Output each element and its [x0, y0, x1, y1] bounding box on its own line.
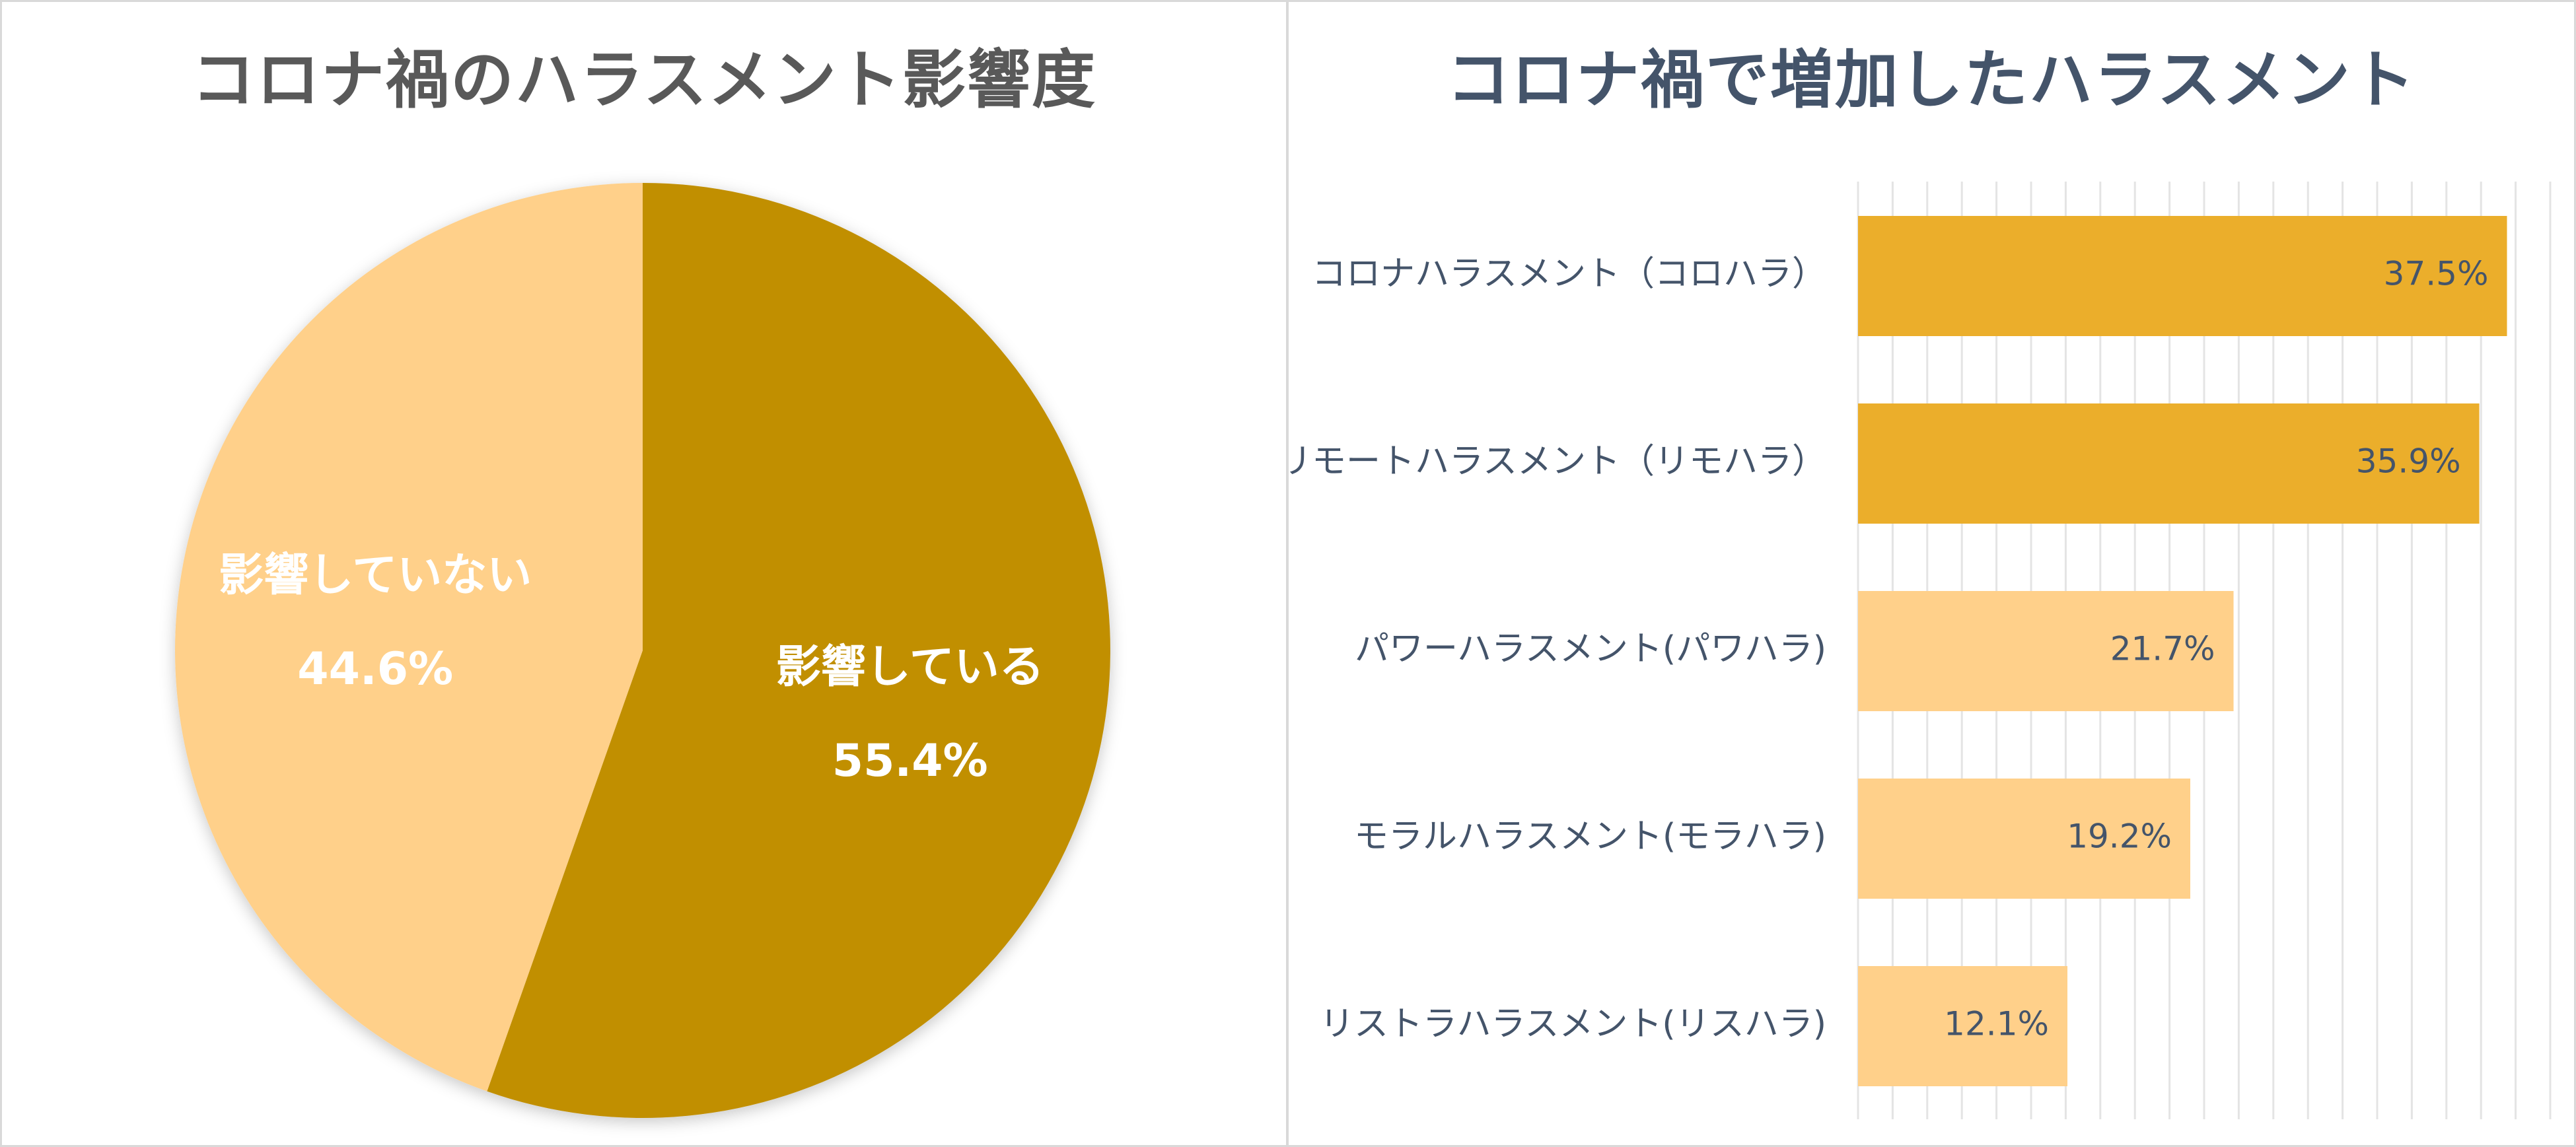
bar-value-label: 21.7%: [2110, 630, 2215, 668]
pie-slice-not-affected: [174, 183, 643, 1092]
pie-label-not-affected-value: 44.6%: [297, 643, 453, 695]
bar-category-label: リモートハラスメント（リモハラ）: [1289, 442, 1826, 481]
pie-slice-affected: [487, 183, 1110, 1118]
bar-4: [1858, 779, 2191, 899]
bar-3: [1858, 591, 2234, 711]
bar-value-label: 19.2%: [2067, 817, 2172, 856]
pie-label-affected: 影響している: [776, 641, 1044, 693]
pie-label-not-affected: 影響していない: [219, 549, 532, 602]
bar-category-label: リストラハラスメント(リスハラ): [1320, 1004, 1826, 1044]
bar-chart-panel: コロナ禍で増加したハラスメント コロナハラスメント（コロハラ） リモートハラスメン…: [1287, 0, 2576, 1147]
bar-5: [1858, 966, 2068, 1086]
pie-chart-panel: コロナ禍のハラスメント影響度 影響している 55.4% 影響していない 44.6%: [0, 0, 1288, 1147]
bar-value-label: 35.9%: [2356, 442, 2461, 481]
bar-chart: コロナハラスメント（コロハラ） リモートハラスメント（リモハラ） パワーハラスメント…: [1289, 182, 2552, 1119]
bar-1: [1858, 216, 2507, 336]
pie-chart-title: コロナ禍のハラスメント影響度: [191, 43, 1097, 117]
bar-value-label: 37.5%: [2384, 255, 2489, 293]
pie-label-affected-value: 55.4%: [832, 735, 988, 787]
pie-chart: 影響している 55.4% 影響していない 44.6%: [174, 183, 1110, 1118]
bar-chart-title: コロナ禍で増加したハラスメント: [1446, 43, 2417, 117]
bar-category-label: モラルハラスメント(モラハラ): [1354, 817, 1826, 856]
bar-2: [1858, 403, 2480, 524]
bar-category-label: コロナハラスメント（コロハラ）: [1312, 254, 1826, 294]
bar-category-label: パワーハラスメント(パワハラ): [1355, 629, 1826, 669]
bar-value-label: 12.1%: [1944, 1005, 2049, 1043]
